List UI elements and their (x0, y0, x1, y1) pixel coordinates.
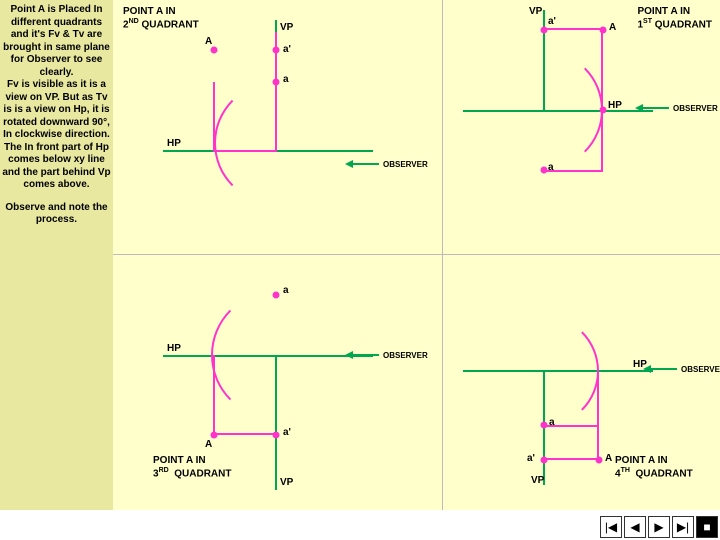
label-a-prime: a' (283, 427, 291, 438)
label-vp: VP (280, 477, 293, 488)
arrow-shaft (643, 107, 669, 109)
canvas: Point A is Placed In different quadrants… (0, 0, 720, 540)
arrow-left-icon (643, 365, 651, 373)
label-a: a (283, 74, 289, 85)
nav-prev-button[interactable]: ◀ (624, 516, 646, 538)
label-A: A (205, 439, 212, 450)
arrow-left-icon (345, 160, 353, 168)
trace-h2 (543, 458, 599, 460)
rotation-arc (483, 50, 603, 170)
point-A (600, 27, 607, 34)
observer-label: OBSERVER (681, 365, 720, 374)
trace-h (213, 433, 277, 435)
description-panel: Point A is Placed In different quadrants… (0, 0, 113, 510)
title-q1: POINT A IN1ST QUADRANT (637, 6, 712, 30)
panel-quadrant-1: POINT A IN1ST QUADRANT VP HP A a' a OBSE… (443, 0, 720, 255)
observer-label: OBSERVER (383, 160, 428, 169)
panel-quadrant-2: POINT A IN2ND QUADRANT VP HP A a' a OBSE… (113, 0, 443, 255)
observer-label: OBSERVER (673, 104, 718, 113)
point-a (541, 167, 548, 174)
point-a (273, 292, 280, 299)
point-a (541, 422, 548, 429)
label-A: A (605, 453, 612, 464)
label-a-prime: a' (283, 44, 291, 55)
title-q3: POINT A IN3RD QUADRANT (153, 455, 231, 479)
nav-end-button[interactable]: ■ (696, 516, 718, 538)
point-A (596, 457, 603, 464)
point-a-prime (541, 457, 548, 464)
label-a-prime: a' (527, 453, 535, 464)
panel-quadrant-4: VP HP A a' a POINT A IN4TH QUADRANT OBSE… (443, 255, 720, 510)
label-vp: VP (529, 6, 542, 17)
label-hp: HP (167, 343, 181, 354)
label-a: a (549, 417, 555, 428)
panel-quadrant-3: VP HP A a' a POINT A IN3RD QUADRANT OBSE… (113, 255, 443, 510)
arrow-left-icon (345, 351, 353, 359)
title-q2: POINT A IN2ND QUADRANT (123, 6, 199, 30)
label-A: A (609, 22, 616, 33)
observer-arrow: OBSERVER (643, 365, 720, 373)
nav-bar: |◀ ◀ ▶ ▶| ■ (600, 516, 718, 538)
observer-arrow: OBSERVER (635, 104, 718, 112)
nav-last-button[interactable]: ▶| (672, 516, 694, 538)
point-a-prime (273, 47, 280, 54)
observer-arrow: OBSERVER (345, 160, 428, 168)
label-hp: HP (608, 100, 622, 111)
point-A (211, 47, 218, 54)
point-hp-edge (600, 107, 607, 114)
desc-para-1: Point A is Placed In different quadrants… (2, 4, 111, 79)
title-q4: POINT A IN4TH QUADRANT (615, 455, 693, 479)
arrow-shaft (353, 163, 379, 165)
rotation-arc (214, 82, 336, 204)
arrow-left-icon (635, 104, 643, 112)
label-a: a (548, 162, 554, 173)
desc-para-2: Fv is visible as it is a view on VP. But… (2, 79, 111, 192)
point-a-prime (541, 27, 548, 34)
label-vp: VP (531, 475, 544, 486)
observer-arrow: OBSERVER (345, 351, 428, 359)
label-hp: HP (167, 138, 181, 149)
arrow-shaft (651, 368, 677, 370)
observer-label: OBSERVER (383, 351, 428, 360)
trace-h (543, 28, 603, 30)
point-A (211, 432, 218, 439)
arrow-shaft (353, 354, 379, 356)
nav-next-button[interactable]: ▶ (648, 516, 670, 538)
nav-first-button[interactable]: |◀ (600, 516, 622, 538)
label-a-prime: a' (548, 16, 556, 27)
rotation-arc (487, 315, 599, 427)
point-a-prime (273, 432, 280, 439)
desc-para-3: Observe and note the process. (2, 202, 111, 227)
label-vp: VP (280, 22, 293, 33)
point-a (273, 79, 280, 86)
label-a: a (283, 285, 289, 296)
label-A: A (205, 36, 212, 47)
rotation-arc (211, 291, 339, 419)
